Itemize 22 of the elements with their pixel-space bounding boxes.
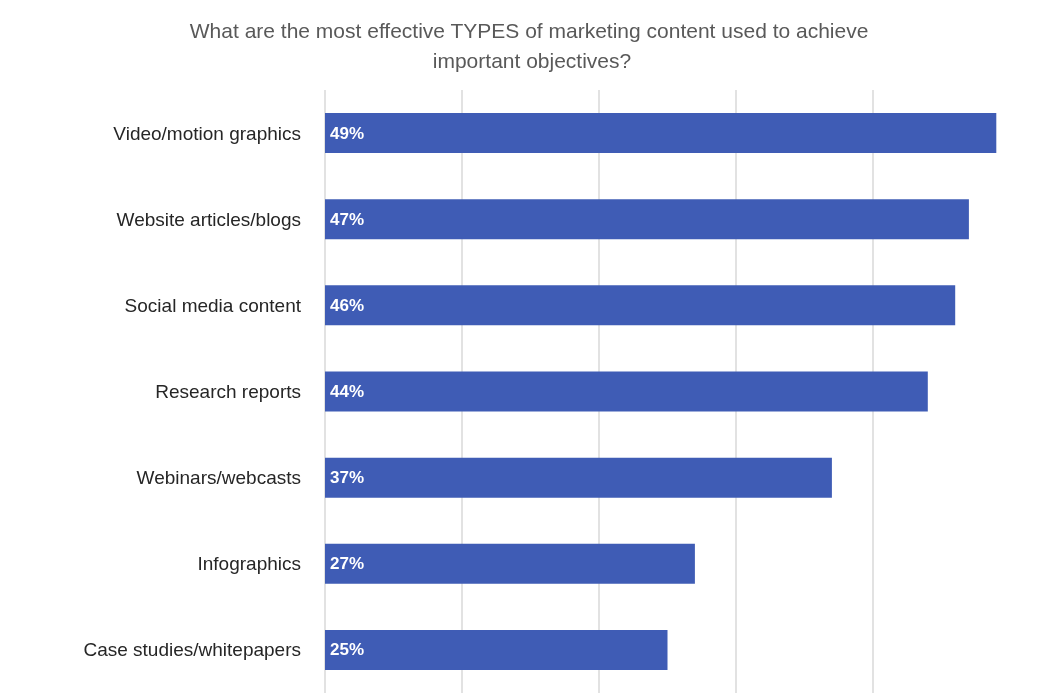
bar [325, 113, 997, 154]
data-label: 44% [330, 382, 365, 401]
y-tick-label: Infographics [197, 553, 301, 575]
chart-title: What are the most effective TYPES of marketing content used to achieve important objectives? [189, 18, 875, 72]
data-label: 46% [330, 295, 365, 315]
y-tick-label: Case studies/whitepapers [83, 639, 301, 661]
bar [325, 285, 956, 326]
y-tick-label: Video/motion graphics [113, 122, 301, 144]
data-label: 47% [330, 209, 365, 229]
y-tick-label: Research reports [155, 381, 301, 402]
bar [325, 371, 928, 412]
bar [325, 457, 832, 498]
y-tick-label: Webinars/webcasts [136, 467, 301, 489]
y-tick-label: Social media content [124, 294, 302, 316]
bar [325, 543, 695, 584]
y-tick-label: Website articles/blogs [116, 208, 301, 230]
bar [325, 629, 668, 670]
data-label: 27% [330, 554, 365, 574]
bar [325, 199, 969, 240]
data-label: 25% [330, 640, 365, 660]
data-label: 37% [330, 468, 365, 488]
data-label: 49% [330, 123, 365, 143]
